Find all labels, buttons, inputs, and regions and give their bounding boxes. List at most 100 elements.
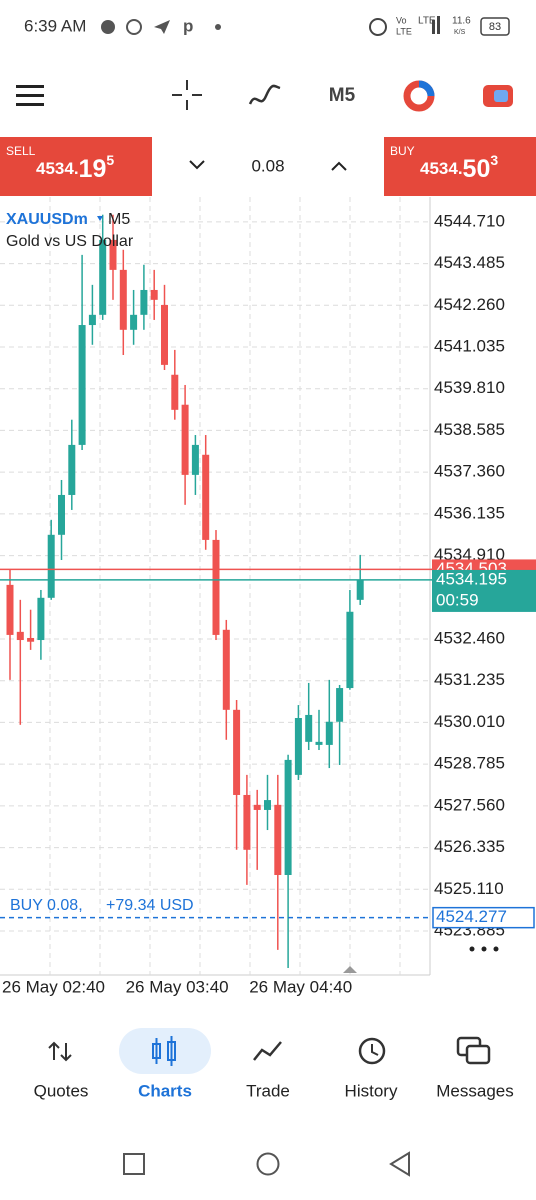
y-tick-label: 4541.035 bbox=[434, 336, 505, 355]
history-icon-hand bbox=[371, 1044, 379, 1056]
battery bbox=[480, 17, 510, 36]
position-tag bbox=[432, 906, 535, 929]
crosshair-button[interactable] bbox=[172, 80, 202, 110]
bottom-nav: Quotes Charts Trade History Messages bbox=[34, 1028, 514, 1100]
network-label: Vo bbox=[396, 15, 407, 25]
buy-price-point: 3 bbox=[490, 152, 498, 168]
candle-body bbox=[6, 584, 14, 635]
candle-body bbox=[222, 629, 230, 710]
trade-icon bbox=[253, 1041, 282, 1061]
y-tick-label: 4530.010 bbox=[434, 712, 505, 731]
candle-body bbox=[264, 800, 271, 810]
buy-price: 4534.503 bbox=[420, 152, 498, 183]
y-tick-label: 4536.135 bbox=[434, 503, 505, 522]
more-dot[interactable] bbox=[481, 946, 487, 952]
nav-label[interactable]: Trade bbox=[246, 1081, 290, 1100]
position-profit: +79.34 USD bbox=[106, 897, 194, 914]
candle-body bbox=[274, 804, 282, 875]
nav-label[interactable]: Messages bbox=[436, 1081, 513, 1100]
candle-body bbox=[47, 534, 55, 598]
chart: 4544.710 4543.485 4542.260 4541.035 4539.810… bbox=[0, 197, 536, 996]
candle-body bbox=[346, 611, 354, 689]
nav-label[interactable]: Charts bbox=[138, 1081, 192, 1100]
signal-bar bbox=[437, 16, 440, 34]
candle-body bbox=[37, 597, 45, 641]
position-label: BUY 0.08, bbox=[10, 897, 83, 914]
sell-price-pips: 19 bbox=[79, 155, 107, 183]
toolbar: M5 bbox=[16, 80, 513, 112]
quotes-icon bbox=[48, 1041, 72, 1062]
symbol-dropdown[interactable] bbox=[97, 216, 103, 221]
y-tick-label: 4537.360 bbox=[434, 462, 505, 481]
timeframe-button[interactable]: M5 bbox=[329, 85, 356, 106]
network-label: LTE bbox=[418, 16, 436, 27]
candle-body bbox=[212, 539, 220, 635]
candle-body bbox=[243, 794, 251, 850]
battery-level: 83 bbox=[489, 21, 501, 33]
sell-price: 4534.195 bbox=[36, 152, 114, 183]
charts-icon bbox=[152, 1036, 176, 1066]
candle-body bbox=[336, 688, 344, 722]
y-tick-label: 4534.910 bbox=[434, 545, 505, 564]
y-tick-label: 4542.260 bbox=[434, 295, 505, 314]
y-tick-label: 4527.560 bbox=[434, 795, 505, 814]
indicators-button[interactable] bbox=[248, 84, 281, 105]
home-button[interactable] bbox=[256, 1152, 280, 1176]
sell-button[interactable] bbox=[0, 137, 152, 196]
candle-body bbox=[305, 714, 313, 742]
history-icon bbox=[358, 1037, 386, 1065]
candle-body bbox=[16, 631, 24, 641]
candle-body bbox=[130, 314, 138, 330]
buy-button[interactable] bbox=[384, 137, 536, 196]
chart-overlay: XAUUSDm M5 Gold vs US Dollar bbox=[6, 211, 499, 973]
nav-label[interactable]: History bbox=[345, 1081, 398, 1100]
y-tick-label: 4539.810 bbox=[434, 378, 505, 397]
y-tick-label: 4538.585 bbox=[434, 420, 505, 439]
x-tick-label: 26 May 02:40 bbox=[2, 977, 105, 996]
y-tick-label: 4531.235 bbox=[434, 670, 505, 689]
recents-button[interactable] bbox=[123, 1153, 145, 1175]
status-icon bbox=[154, 20, 170, 34]
speed-unit: K/S bbox=[454, 29, 466, 36]
bid-label: 4534.195 bbox=[436, 569, 507, 588]
speed: 11.6 bbox=[452, 16, 471, 27]
candle-body bbox=[356, 579, 364, 600]
active-tab-pill bbox=[119, 1028, 211, 1074]
x-tick-label: 26 May 03:40 bbox=[126, 977, 229, 996]
sell-label: SELL bbox=[6, 144, 36, 158]
back-button[interactable] bbox=[389, 1151, 410, 1177]
y-tick-label: 4544.710 bbox=[434, 211, 505, 230]
menu-line bbox=[16, 85, 44, 88]
messages-icon bbox=[465, 1044, 491, 1065]
candle-body bbox=[99, 239, 107, 315]
volume-up[interactable] bbox=[331, 161, 347, 171]
symbol[interactable]: XAUUSDm bbox=[6, 211, 88, 228]
candle-body bbox=[191, 444, 199, 475]
candle-body bbox=[181, 404, 189, 475]
candle-body bbox=[140, 289, 148, 315]
buy-price-pips: 50 bbox=[463, 155, 491, 183]
menu-button[interactable] bbox=[16, 85, 44, 106]
one-click-part bbox=[494, 90, 508, 102]
position-price: 4524.277 bbox=[436, 907, 507, 926]
more-dot[interactable] bbox=[493, 946, 499, 952]
more-dot[interactable] bbox=[469, 946, 475, 952]
network-label: LTE bbox=[396, 26, 412, 36]
candle-body bbox=[161, 304, 168, 365]
candle-body bbox=[233, 709, 241, 795]
volume[interactable]: 0.08 bbox=[251, 156, 284, 175]
scroll-marker bbox=[343, 966, 357, 973]
sell-price-big: 4534. bbox=[36, 159, 79, 178]
volume-down[interactable] bbox=[189, 160, 205, 170]
candle-body bbox=[150, 289, 158, 300]
candle-body bbox=[78, 325, 86, 445]
candle-body bbox=[325, 721, 333, 745]
y-tick-label: 4528.785 bbox=[434, 754, 505, 773]
nav-label[interactable]: Quotes bbox=[34, 1081, 89, 1100]
buy-price-big: 4534. bbox=[420, 159, 463, 178]
status-dot bbox=[215, 24, 221, 30]
candle-body bbox=[294, 718, 302, 775]
timeframe: M5 bbox=[108, 211, 130, 228]
menu-line bbox=[16, 94, 44, 97]
